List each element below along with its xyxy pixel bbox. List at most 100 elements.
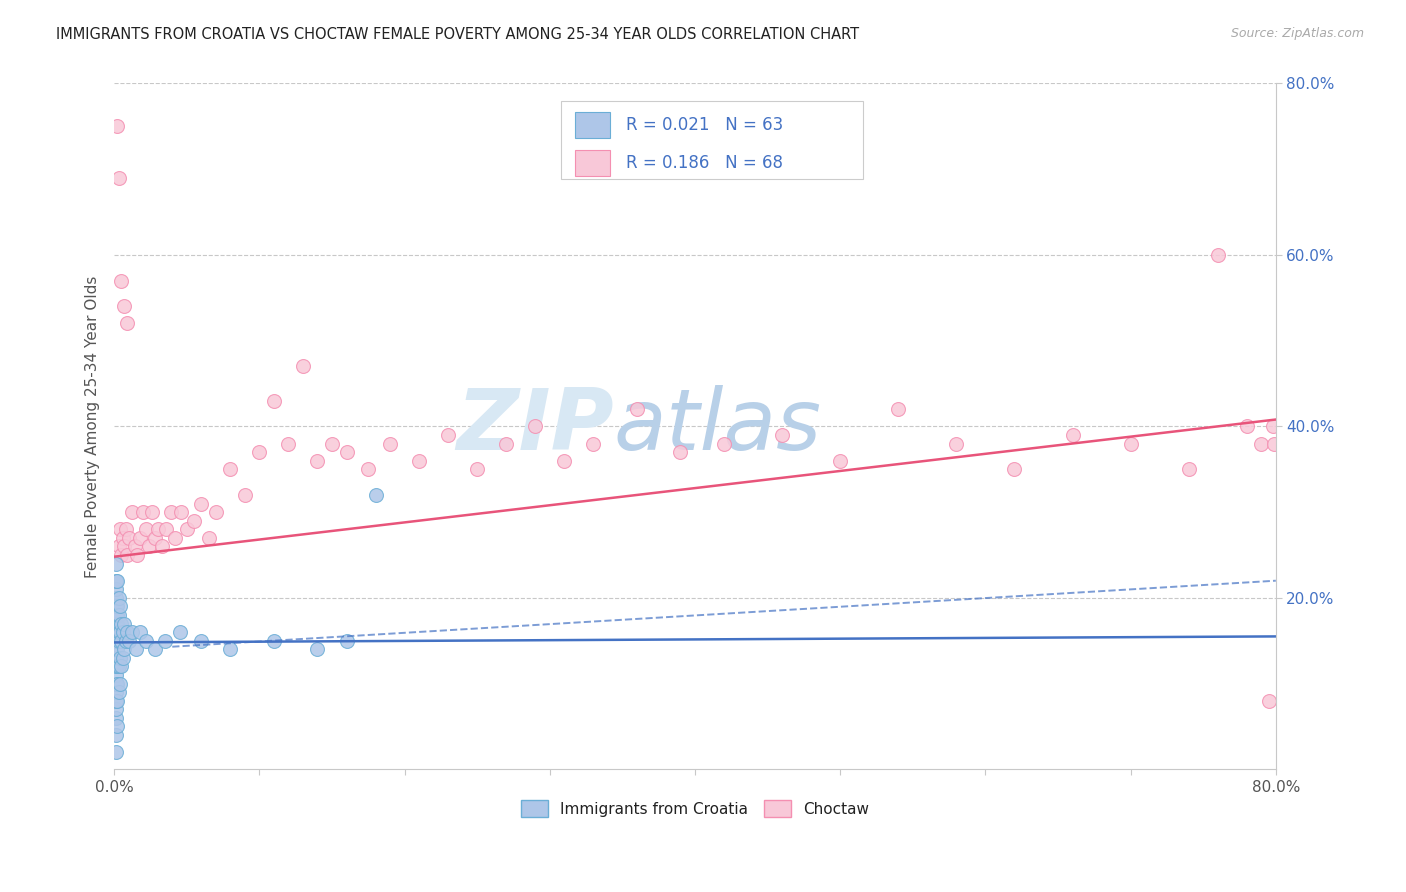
Point bbox=[135, 633, 157, 648]
Point bbox=[117, 625, 139, 640]
Point bbox=[104, 711, 127, 725]
Point bbox=[141, 505, 163, 519]
Point bbox=[143, 531, 166, 545]
Point bbox=[1236, 419, 1258, 434]
Point bbox=[205, 505, 228, 519]
Point bbox=[183, 514, 205, 528]
Point bbox=[104, 745, 127, 759]
Point bbox=[335, 445, 357, 459]
Point bbox=[112, 616, 135, 631]
Point bbox=[219, 642, 242, 657]
Point bbox=[105, 625, 128, 640]
Text: R = 0.021   N = 63: R = 0.021 N = 63 bbox=[627, 116, 783, 134]
Point bbox=[125, 642, 148, 657]
Point bbox=[129, 531, 152, 545]
Point bbox=[132, 505, 155, 519]
Point bbox=[524, 419, 547, 434]
Point bbox=[307, 453, 329, 467]
Point bbox=[1261, 419, 1284, 434]
Point bbox=[104, 651, 127, 665]
Legend: Immigrants from Croatia, Choctaw: Immigrants from Croatia, Choctaw bbox=[515, 794, 876, 823]
Point bbox=[117, 317, 139, 331]
Point bbox=[110, 616, 132, 631]
Point bbox=[321, 436, 343, 450]
Point bbox=[263, 393, 285, 408]
Point bbox=[110, 659, 132, 673]
Point bbox=[104, 599, 127, 614]
Point bbox=[135, 522, 157, 536]
Point bbox=[129, 625, 152, 640]
Point bbox=[104, 633, 127, 648]
Point bbox=[143, 642, 166, 657]
Point bbox=[176, 522, 198, 536]
Point bbox=[107, 540, 129, 554]
Point bbox=[107, 659, 129, 673]
Point bbox=[669, 445, 692, 459]
Point bbox=[105, 607, 128, 622]
Point bbox=[108, 522, 131, 536]
Point bbox=[104, 607, 127, 622]
Point bbox=[169, 625, 191, 640]
Point bbox=[364, 488, 387, 502]
Point bbox=[437, 428, 460, 442]
Point bbox=[1263, 436, 1285, 450]
Point bbox=[263, 633, 285, 648]
Point bbox=[307, 642, 329, 657]
Point bbox=[150, 540, 173, 554]
Point bbox=[104, 582, 127, 597]
Point bbox=[107, 591, 129, 605]
Point bbox=[146, 522, 169, 536]
Point bbox=[1257, 694, 1279, 708]
Point bbox=[104, 685, 127, 699]
Point bbox=[1119, 436, 1142, 450]
Point bbox=[291, 359, 314, 374]
Point bbox=[233, 488, 256, 502]
Point bbox=[170, 505, 193, 519]
Point bbox=[118, 633, 141, 648]
Point bbox=[114, 522, 136, 536]
Point bbox=[335, 633, 357, 648]
Point bbox=[117, 548, 139, 562]
Point bbox=[121, 505, 143, 519]
Point bbox=[626, 402, 648, 417]
Point bbox=[1206, 248, 1229, 262]
Point bbox=[465, 462, 488, 476]
Point bbox=[104, 616, 127, 631]
Point bbox=[582, 436, 605, 450]
Point bbox=[104, 694, 127, 708]
Point bbox=[408, 453, 430, 467]
Point bbox=[830, 453, 852, 467]
Point bbox=[153, 633, 176, 648]
Text: R = 0.186   N = 68: R = 0.186 N = 68 bbox=[627, 154, 783, 172]
Text: Source: ZipAtlas.com: Source: ZipAtlas.com bbox=[1230, 27, 1364, 40]
Point bbox=[378, 436, 401, 450]
Point bbox=[124, 540, 146, 554]
Point bbox=[107, 170, 129, 185]
Point bbox=[111, 625, 134, 640]
Point bbox=[105, 694, 128, 708]
Point bbox=[114, 633, 136, 648]
Point bbox=[127, 548, 149, 562]
Point bbox=[112, 642, 135, 657]
Point bbox=[104, 557, 127, 571]
Point bbox=[1004, 462, 1026, 476]
Text: atlas: atlas bbox=[613, 384, 821, 468]
Point bbox=[104, 702, 127, 716]
Point bbox=[104, 642, 127, 657]
Point bbox=[190, 633, 212, 648]
Point bbox=[713, 436, 735, 450]
Point bbox=[104, 728, 127, 742]
Point bbox=[357, 462, 380, 476]
Point bbox=[110, 274, 132, 288]
Point bbox=[105, 659, 128, 673]
Point bbox=[495, 436, 517, 450]
Point bbox=[770, 428, 793, 442]
Point bbox=[108, 676, 131, 690]
Point bbox=[118, 531, 141, 545]
Point bbox=[111, 531, 134, 545]
Point bbox=[105, 574, 128, 588]
Point bbox=[1250, 436, 1272, 450]
Point bbox=[105, 120, 128, 134]
Point bbox=[112, 299, 135, 313]
Point bbox=[190, 496, 212, 510]
